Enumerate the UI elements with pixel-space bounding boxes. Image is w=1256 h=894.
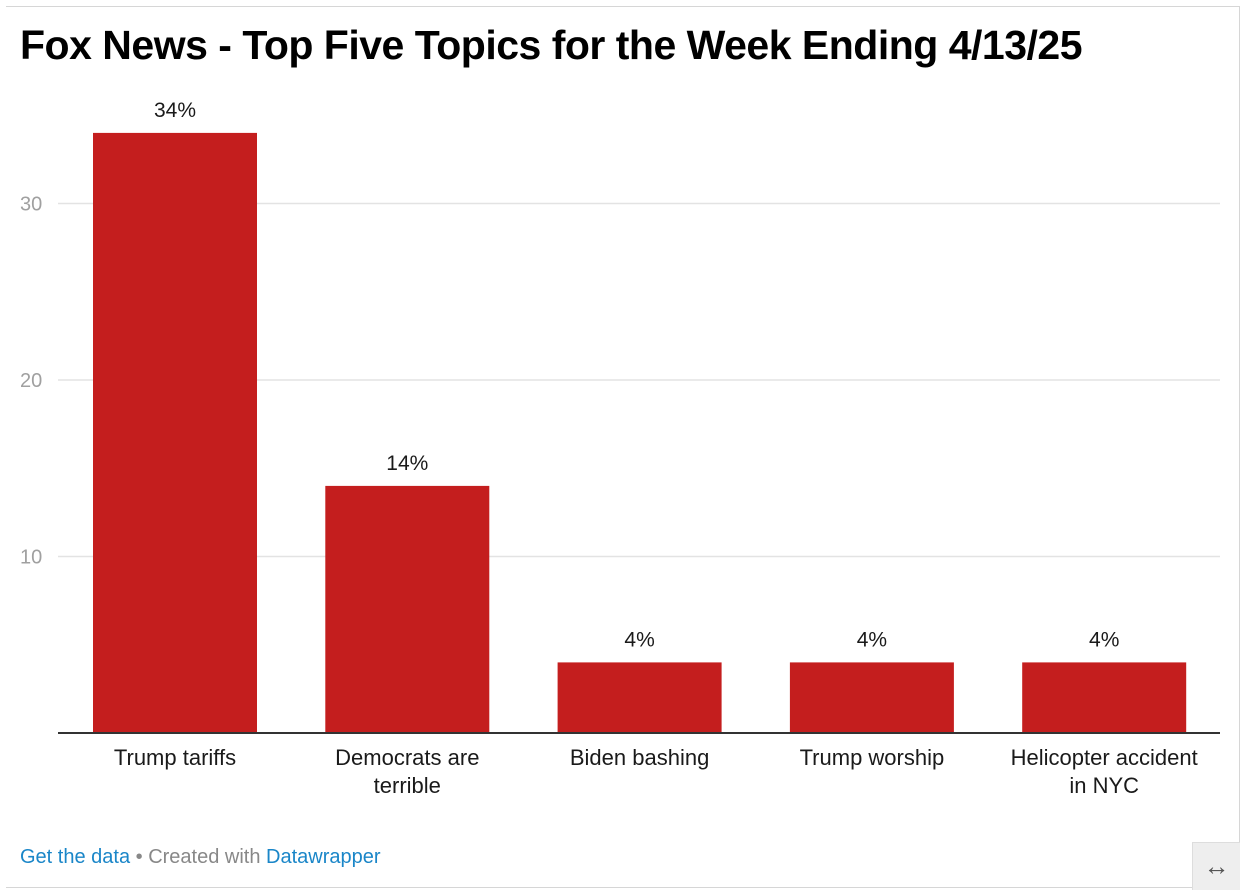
category-label-line: terrible	[374, 773, 441, 798]
value-label-1: 34%	[154, 99, 196, 122]
footer-separator: •	[130, 846, 149, 868]
bar-2	[325, 485, 490, 733]
chart-frame	[6, 6, 1240, 888]
value-label-3: 4%	[624, 628, 654, 651]
category-label-3: Biden bashing	[570, 745, 709, 770]
bar-1	[93, 132, 257, 733]
category-label-line: in NYC	[1069, 773, 1139, 798]
datawrapper-link[interactable]: Datawrapper	[266, 846, 381, 868]
value-label-5: 4%	[1089, 628, 1119, 651]
bar-4	[789, 662, 954, 733]
category-label-1: Trump tariffs	[114, 745, 236, 770]
y-tick-label-30: 30	[20, 194, 42, 216]
category-label-line: Democrats are	[335, 745, 479, 770]
category-label-line: Helicopter accident	[1011, 745, 1198, 770]
category-label-4: Trump worship	[800, 745, 945, 770]
y-tick-label-10: 10	[20, 547, 42, 569]
category-label-line: Trump tariffs	[114, 745, 236, 770]
bar-3	[557, 662, 722, 733]
resize-arrows-icon[interactable]: ↔	[1192, 842, 1240, 890]
value-label-4: 4%	[857, 628, 887, 651]
category-label-2: Democrats are terrible	[335, 745, 479, 798]
y-tick-label-20: 20	[20, 370, 42, 392]
chart-title: Fox News - Top Five Topics for the Week …	[20, 22, 1083, 68]
category-label-5: Helicopter accident in NYC	[1011, 745, 1198, 798]
chart-footer: Get the data • Created with Datawrapper	[20, 846, 381, 869]
category-label-line: Biden bashing	[570, 745, 709, 770]
bar-5	[1022, 662, 1187, 733]
bar-chart: 10 20 30 34% Trump tariffs 14% Democrats are te…	[20, 99, 1220, 798]
value-label-2: 14%	[386, 452, 428, 475]
created-with-text: Created with	[148, 846, 267, 868]
category-label-line: Trump worship	[800, 745, 945, 770]
get-the-data-link[interactable]: Get the data	[20, 846, 131, 868]
